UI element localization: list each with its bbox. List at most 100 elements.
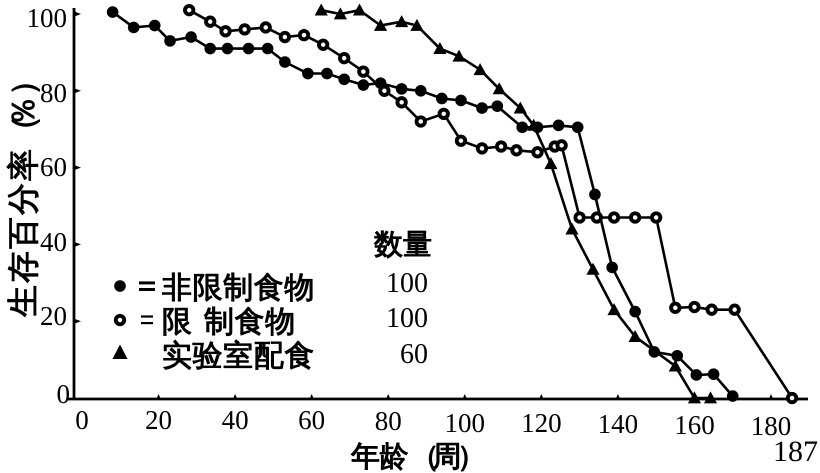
filled-circle-marker xyxy=(302,67,314,80)
open-circle-marker xyxy=(317,38,330,51)
filled-circle-marker xyxy=(127,21,140,34)
series-1-open-circle xyxy=(188,9,794,399)
filled-circle-marker xyxy=(707,368,720,380)
triangle-marker xyxy=(410,18,424,31)
open-circle-marker xyxy=(183,4,196,17)
triangle-marker xyxy=(492,82,506,95)
triangle-marker xyxy=(452,49,466,62)
open-circle-marker xyxy=(357,65,370,78)
filled-circle-marker xyxy=(648,346,661,358)
legend-row-2: 60 xyxy=(112,339,428,371)
equals-sign xyxy=(141,322,153,325)
axis-titles xyxy=(6,84,468,472)
open-circle-marker xyxy=(688,300,701,314)
triangle-marker xyxy=(628,329,642,342)
triangle-marker xyxy=(565,222,579,235)
open-circle-marker xyxy=(607,211,621,224)
series-line xyxy=(188,9,794,399)
open-circle-marker xyxy=(204,15,217,28)
axes: 0 20 40 60 80 100 120 140 160 180 0 20 40 60 80 100 xyxy=(27,3,808,441)
open-circle-marker xyxy=(728,303,741,316)
y-axis-title xyxy=(6,84,40,318)
open-circle-marker xyxy=(338,52,351,65)
triangle-marker xyxy=(527,118,541,131)
legend-count: 100 xyxy=(386,268,428,299)
triangle-marker xyxy=(473,63,487,76)
series-line xyxy=(320,8,711,400)
filled-circle-marker xyxy=(516,121,528,134)
filled-circle-marker xyxy=(589,188,601,201)
open-circle-marker xyxy=(785,391,799,405)
x-tick-label: 0 xyxy=(75,405,89,435)
x-tick xyxy=(462,394,467,399)
filled-circle-marker xyxy=(242,42,255,55)
open-circle-marker xyxy=(259,21,272,34)
open-circle-marker xyxy=(113,313,127,327)
filled-circle-marker xyxy=(414,85,427,97)
triangle-marker xyxy=(513,101,527,114)
open-circle-marker xyxy=(555,139,568,152)
y-tick xyxy=(75,88,81,93)
legend-row-0: 100 xyxy=(114,268,428,303)
filled-circle-marker xyxy=(148,19,161,32)
y-tick xyxy=(75,318,81,324)
open-circle-marker xyxy=(414,115,427,128)
open-circle-marker xyxy=(475,142,489,155)
equals-sign xyxy=(141,315,153,318)
x-axis-title xyxy=(350,441,468,472)
x-tick xyxy=(309,394,314,399)
open-circle-marker xyxy=(510,144,523,157)
triangle-marker xyxy=(333,7,347,20)
filled-circle-marker xyxy=(338,73,351,86)
y-tick-label: 40 xyxy=(40,227,67,257)
triangle-marker xyxy=(395,15,409,28)
triangle-marker xyxy=(373,18,388,31)
series-2-markers xyxy=(314,3,718,404)
open-circle-marker xyxy=(590,211,603,224)
triangle-marker xyxy=(352,3,367,16)
filled-circle-marker xyxy=(455,94,467,107)
legend-count: 100 xyxy=(386,303,428,334)
triangle-marker xyxy=(668,359,682,372)
y-tick-label: 60 xyxy=(40,152,67,182)
legend-label xyxy=(163,306,294,337)
filled-circle-marker xyxy=(204,42,217,55)
filled-circle-marker xyxy=(436,92,448,105)
filled-circle-marker xyxy=(476,102,488,114)
filled-circle-marker xyxy=(185,31,197,43)
x-tick-label: 180 xyxy=(751,411,792,441)
filled-circle-marker xyxy=(357,79,370,91)
open-circle-marker xyxy=(705,303,718,316)
filled-circle-marker xyxy=(690,369,703,381)
triangle-marker xyxy=(607,303,621,316)
triangle-marker xyxy=(687,391,702,404)
filled-circle-marker xyxy=(671,349,684,362)
triangle-marker xyxy=(433,41,447,54)
legend-label xyxy=(162,272,313,303)
open-circle-marker xyxy=(454,134,468,147)
open-circle-marker xyxy=(378,84,391,97)
y-tick-label: 80 xyxy=(40,78,67,108)
series-2-filled-triangle xyxy=(320,8,711,400)
legend: 100 100 60 xyxy=(112,230,432,371)
x-tick xyxy=(156,394,161,399)
y-tick xyxy=(75,165,81,170)
open-circle-marker xyxy=(628,211,642,224)
filled-circle-marker xyxy=(726,390,739,402)
x-tick xyxy=(768,394,774,399)
legend-count: 60 xyxy=(400,339,428,370)
x-tick xyxy=(615,394,621,399)
x-tick-label: 20 xyxy=(145,405,172,435)
series xyxy=(106,3,799,405)
open-circle-marker xyxy=(650,211,663,224)
y-tick xyxy=(75,11,81,17)
filled-circle-marker xyxy=(629,305,641,318)
filled-circle-marker xyxy=(395,83,408,95)
y-tick-label: 100 xyxy=(27,3,68,33)
filled-circle-marker xyxy=(491,100,504,112)
triangle-marker xyxy=(703,391,718,404)
triangle-marker xyxy=(586,262,600,275)
open-circle-marker xyxy=(669,301,682,314)
